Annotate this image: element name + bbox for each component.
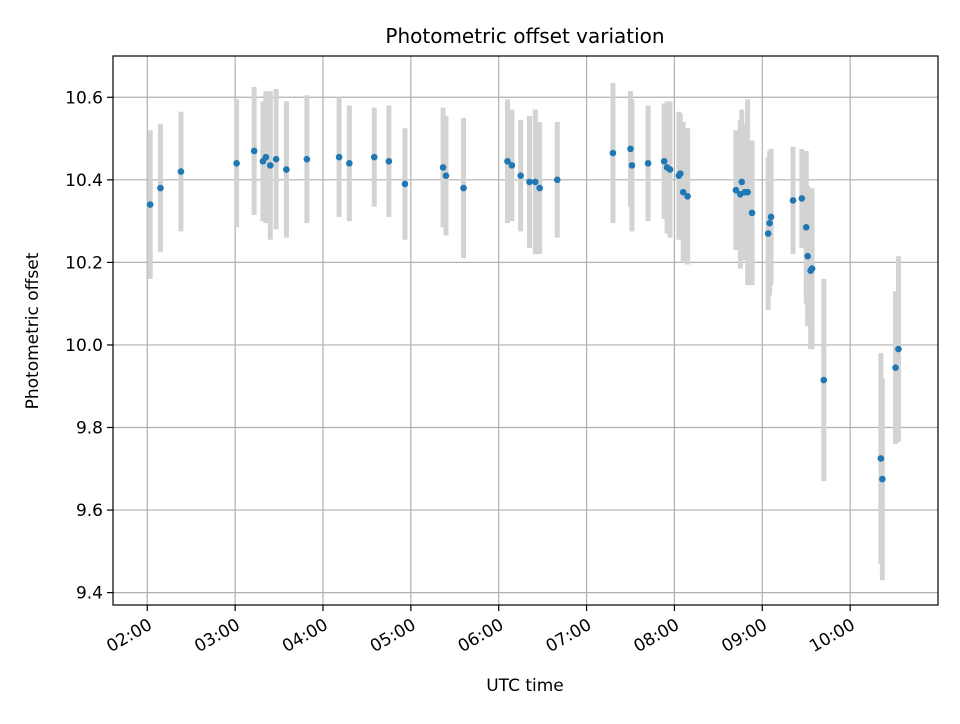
- data-point: [684, 193, 691, 200]
- data-point: [177, 168, 185, 175]
- point-layer: [146, 145, 902, 483]
- data-point: [738, 178, 746, 186]
- data-point: [767, 213, 775, 221]
- data-point: [820, 376, 828, 384]
- data-point: [233, 160, 240, 167]
- data-point: [346, 160, 353, 167]
- data-point: [385, 157, 393, 165]
- data-point: [666, 166, 674, 173]
- data-point: [804, 252, 811, 260]
- data-point: [808, 265, 816, 272]
- data-point: [517, 172, 524, 180]
- data-point: [146, 201, 154, 208]
- data-point: [283, 166, 290, 173]
- data-point: [266, 162, 274, 169]
- data-point: [628, 162, 636, 169]
- x-tick-label: 08:00: [630, 615, 682, 657]
- y-tick-label: 9.4: [76, 584, 103, 604]
- x-tick-label: 05:00: [367, 615, 419, 657]
- y-axis-title: Photometric offset: [23, 252, 43, 409]
- y-tick-label: 10.2: [65, 253, 103, 273]
- data-point: [439, 164, 447, 171]
- data-point: [553, 176, 561, 184]
- data-point: [442, 172, 450, 180]
- data-point: [748, 209, 756, 217]
- x-tick-label: 09:00: [718, 615, 770, 657]
- data-point: [262, 153, 270, 161]
- data-point: [609, 149, 617, 157]
- data-point: [877, 455, 885, 462]
- y-tick-label: 10.6: [65, 88, 103, 108]
- data-point: [895, 345, 902, 353]
- data-point: [789, 197, 797, 204]
- x-tick-label: 02:00: [103, 615, 155, 657]
- data-point: [676, 170, 684, 177]
- data-point: [627, 145, 634, 153]
- y-tick-label: 9.8: [76, 419, 103, 439]
- data-point: [401, 180, 409, 188]
- data-point: [764, 230, 772, 237]
- x-tick-label: 10:00: [806, 615, 858, 657]
- data-point: [250, 147, 258, 155]
- y-tick-label: 10.0: [65, 336, 103, 356]
- data-point: [679, 188, 687, 196]
- x-tick-label: 04:00: [279, 615, 331, 657]
- x-tick-label: 03:00: [191, 615, 243, 657]
- data-point: [802, 224, 810, 231]
- x-tick-label: 06:00: [455, 615, 507, 657]
- data-point: [892, 364, 899, 371]
- y-tick-label: 9.6: [76, 501, 103, 521]
- x-axis-title: UTC time: [486, 676, 564, 696]
- data-point: [766, 219, 773, 227]
- chart-title: Photometric offset variation: [385, 24, 664, 48]
- data-point: [660, 157, 668, 165]
- data-point: [798, 195, 806, 202]
- grid-layer: [113, 56, 938, 605]
- plot-frame: [112, 55, 939, 606]
- data-point: [879, 475, 886, 483]
- data-point: [732, 186, 740, 194]
- errorbar-layer: [147, 82, 901, 581]
- data-point: [303, 155, 311, 163]
- x-tick-label: 07:00: [543, 615, 595, 657]
- data-point: [644, 160, 652, 167]
- data-point: [460, 184, 467, 192]
- data-point: [335, 153, 343, 161]
- data-point: [508, 162, 516, 169]
- y-tick-label: 10.4: [65, 171, 103, 191]
- data-point: [744, 188, 751, 196]
- data-point: [526, 178, 533, 186]
- data-point: [536, 184, 544, 192]
- data-point: [504, 157, 511, 165]
- data-point: [532, 178, 539, 186]
- data-point: [272, 155, 280, 163]
- data-point: [157, 184, 164, 192]
- data-point: [370, 153, 378, 161]
